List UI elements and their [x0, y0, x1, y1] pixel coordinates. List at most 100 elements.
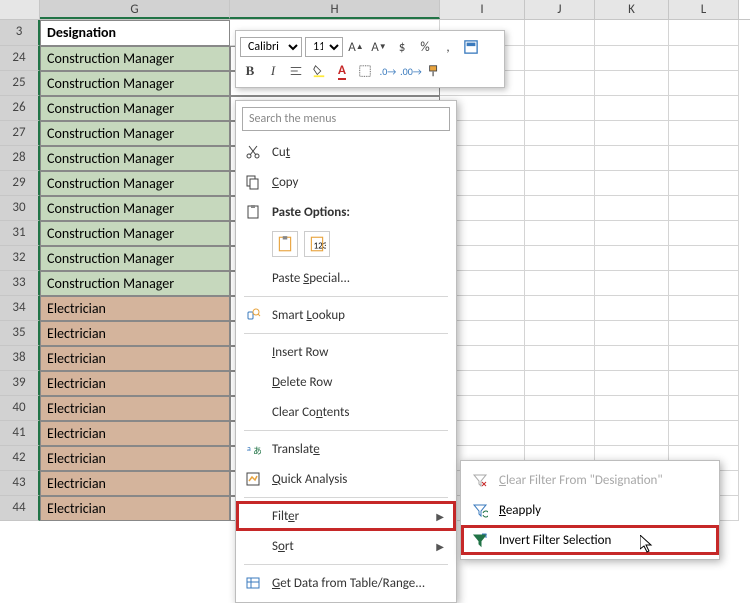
menu-item[interactable]: aあTranslate: [236, 434, 456, 464]
menu-item[interactable]: Quick Analysis: [236, 464, 456, 494]
cell[interactable]: [595, 221, 669, 246]
cell[interactable]: [669, 46, 739, 71]
column-header-I[interactable]: I: [440, 0, 525, 19]
cell[interactable]: [525, 246, 595, 271]
cell[interactable]: [525, 96, 595, 121]
column-header-L[interactable]: L: [669, 0, 739, 19]
cell[interactable]: [595, 396, 669, 421]
cell[interactable]: Electrician: [40, 346, 230, 371]
cell[interactable]: [669, 421, 739, 446]
submenu-item[interactable]: Reapply: [461, 495, 719, 525]
column-header-H[interactable]: H: [230, 0, 440, 19]
menu-item[interactable]: Cut: [236, 137, 456, 167]
menu-item[interactable]: Get Data from Table/Range...: [236, 568, 456, 598]
column-header-J[interactable]: J: [525, 0, 595, 19]
row-header[interactable]: 38: [0, 346, 40, 371]
cell[interactable]: [525, 71, 595, 96]
cell[interactable]: [595, 321, 669, 346]
bold-button[interactable]: B: [240, 61, 260, 81]
cell[interactable]: [595, 246, 669, 271]
cell[interactable]: [525, 146, 595, 171]
row-header[interactable]: 27: [0, 121, 40, 146]
row-header[interactable]: 41: [0, 421, 40, 446]
cell[interactable]: Construction Manager: [40, 271, 230, 296]
paste-option-clipboard[interactable]: [272, 231, 298, 257]
font-color-icon[interactable]: A: [332, 61, 352, 81]
cell[interactable]: [525, 196, 595, 221]
cell[interactable]: [525, 396, 595, 421]
percent-icon[interactable]: %: [415, 37, 435, 57]
cell[interactable]: Construction Manager: [40, 71, 230, 96]
row-header[interactable]: 44: [0, 496, 40, 521]
cell[interactable]: Construction Manager: [40, 121, 230, 146]
row-header[interactable]: 28: [0, 146, 40, 171]
row-header[interactable]: 30: [0, 196, 40, 221]
cell[interactable]: [525, 271, 595, 296]
menu-item[interactable]: Insert Row: [236, 337, 456, 367]
cell[interactable]: [525, 20, 595, 46]
row-header[interactable]: 35: [0, 321, 40, 346]
submenu-item[interactable]: Invert Filter Selection: [461, 525, 719, 555]
row-header[interactable]: 31: [0, 221, 40, 246]
font-family-select[interactable]: Calibri: [240, 37, 302, 57]
cell[interactable]: [669, 221, 739, 246]
cell[interactable]: Construction Manager: [40, 96, 230, 121]
cell[interactable]: [669, 196, 739, 221]
cell[interactable]: Designation: [40, 20, 230, 46]
menu-item[interactable]: Delete Row: [236, 367, 456, 397]
cell[interactable]: Construction Manager: [40, 146, 230, 171]
cell[interactable]: [669, 146, 739, 171]
cell[interactable]: [525, 321, 595, 346]
increase-decimal-icon[interactable]: .00→: [401, 61, 421, 81]
cell[interactable]: [595, 196, 669, 221]
row-header[interactable]: 34: [0, 296, 40, 321]
cell[interactable]: [669, 96, 739, 121]
cell[interactable]: [595, 121, 669, 146]
cell[interactable]: Electrician: [40, 396, 230, 421]
cell[interactable]: [669, 371, 739, 396]
cell[interactable]: [669, 71, 739, 96]
menu-item[interactable]: Paste Options:: [236, 197, 456, 227]
cell[interactable]: Electrician: [40, 446, 230, 471]
borders-icon[interactable]: [355, 61, 375, 81]
italic-button[interactable]: I: [263, 61, 283, 81]
cell[interactable]: Construction Manager: [40, 196, 230, 221]
menu-item[interactable]: Sort▶: [236, 531, 456, 561]
cell[interactable]: [595, 46, 669, 71]
cell[interactable]: Construction Manager: [40, 46, 230, 71]
cell[interactable]: [525, 221, 595, 246]
align-icon[interactable]: [286, 61, 306, 81]
format-painter-icon[interactable]: [424, 61, 444, 81]
cell[interactable]: [669, 396, 739, 421]
cell[interactable]: [525, 121, 595, 146]
cell[interactable]: [669, 296, 739, 321]
cell[interactable]: Construction Manager: [40, 171, 230, 196]
cell[interactable]: [669, 271, 739, 296]
cell[interactable]: Electrician: [40, 421, 230, 446]
cell[interactable]: [525, 421, 595, 446]
row-header[interactable]: 42: [0, 446, 40, 471]
comma-icon[interactable]: ,: [438, 37, 458, 57]
cell[interactable]: [525, 296, 595, 321]
cell[interactable]: [595, 271, 669, 296]
currency-icon[interactable]: $: [392, 37, 412, 57]
menu-item[interactable]: Paste Special...: [236, 263, 456, 293]
row-header[interactable]: 26: [0, 96, 40, 121]
decrease-font-icon[interactable]: A▼: [369, 37, 389, 57]
cell[interactable]: [669, 321, 739, 346]
cell[interactable]: [525, 371, 595, 396]
menu-item[interactable]: Filter▶: [236, 501, 456, 531]
cell[interactable]: [669, 246, 739, 271]
cell[interactable]: [595, 171, 669, 196]
cell[interactable]: [595, 346, 669, 371]
decrease-decimal-icon[interactable]: .0→: [378, 61, 398, 81]
cell[interactable]: [595, 296, 669, 321]
cell[interactable]: [525, 346, 595, 371]
row-header[interactable]: 43: [0, 471, 40, 496]
cell[interactable]: Electrician: [40, 496, 230, 521]
row-header[interactable]: 33: [0, 271, 40, 296]
row-header[interactable]: 24: [0, 46, 40, 71]
cell[interactable]: [525, 46, 595, 71]
cell[interactable]: [595, 20, 669, 46]
cell[interactable]: Construction Manager: [40, 221, 230, 246]
